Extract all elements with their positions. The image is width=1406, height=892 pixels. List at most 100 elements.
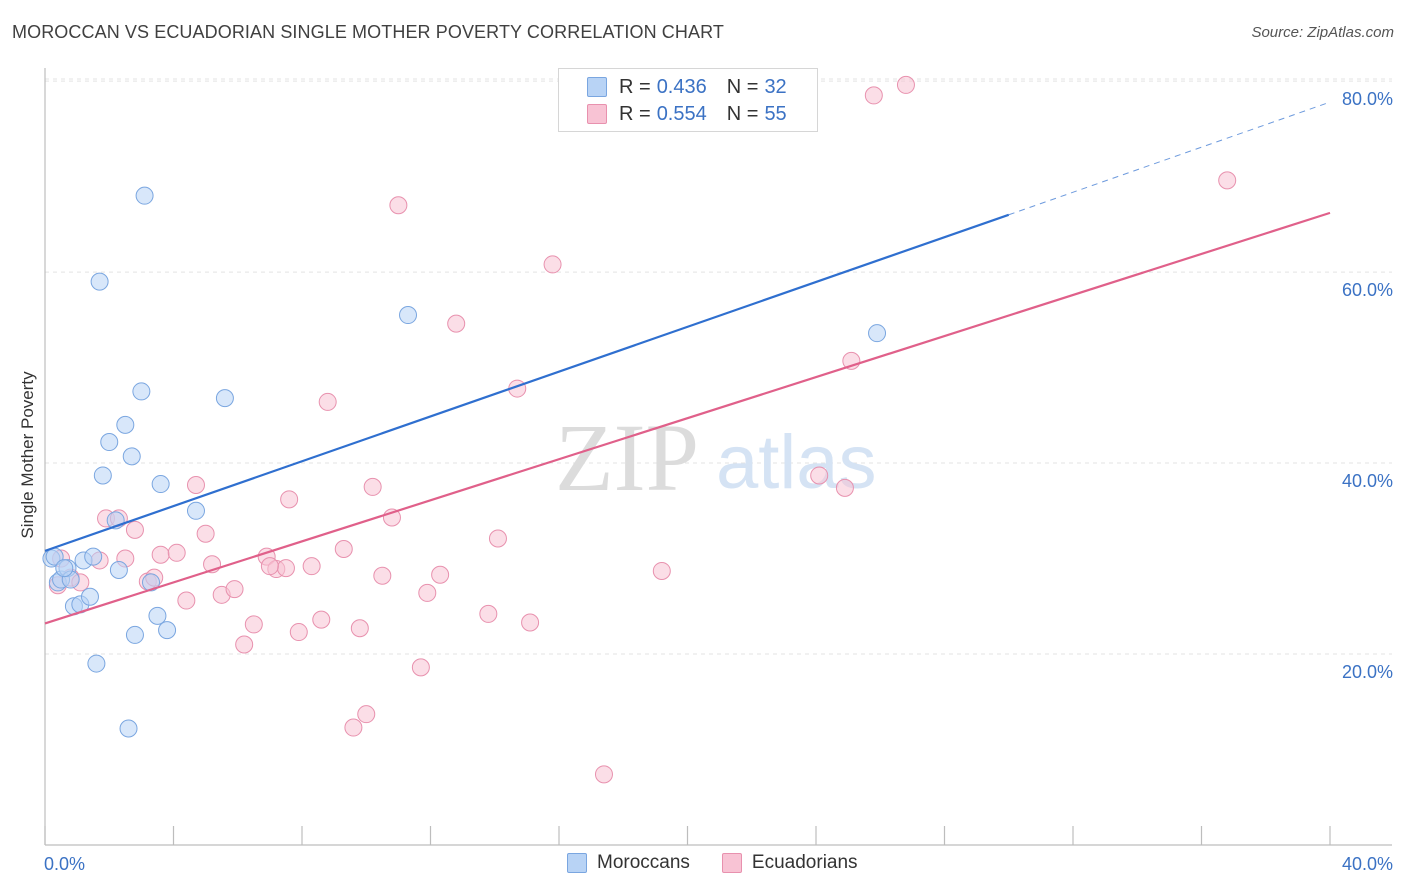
moroccans-point <box>93 466 112 485</box>
series-legend: Moroccans Ecuadorians <box>567 852 890 874</box>
grid-lines <box>45 78 1392 655</box>
ecuadorians-point <box>357 705 376 724</box>
legend-r-label: R = <box>619 102 651 125</box>
ecuadorians-point <box>389 196 408 215</box>
ecuadorians-trend-line <box>44 211 1331 625</box>
legend-item-ecuadorians[interactable]: Ecuadorians <box>721 852 858 874</box>
moroccans-trend-extension <box>1008 101 1331 216</box>
moroccans-points <box>42 186 887 738</box>
legend-item-moroccans[interactable]: Moroccans <box>567 852 690 874</box>
chart-source: Source: ZipAtlas.com <box>1251 24 1394 41</box>
ecuadorians-point <box>276 559 295 578</box>
moroccans-point <box>84 547 103 566</box>
legend-r-value: 0.554 <box>656 102 707 125</box>
ecuadorians-point <box>447 314 466 333</box>
legend-row-moroccans: R = 0.436 N = 32 <box>587 74 787 100</box>
moroccans-point <box>90 272 109 291</box>
moroccans-point <box>109 560 128 579</box>
ecuadorians-point <box>411 658 430 677</box>
y-tick-label: 60.0% <box>1342 280 1393 300</box>
moroccans-point <box>55 559 74 578</box>
ecuadorians-point <box>235 635 254 654</box>
ecuadorians-point <box>196 524 215 543</box>
ecuadorians-point <box>151 545 170 564</box>
moroccans-point <box>135 186 154 205</box>
moroccans-point <box>399 306 418 325</box>
ecuadorians-point <box>521 613 540 632</box>
ecuadorians-point <box>418 583 437 602</box>
legend-r-value: 0.436 <box>656 75 707 98</box>
ecuadorians-point <box>363 477 382 496</box>
moroccans-point <box>142 573 161 592</box>
correlation-legend: R = 0.436 N = 32 R = 0.554 N = 55 <box>558 68 818 132</box>
ecuadorians-point <box>810 466 829 485</box>
moroccans-point <box>868 324 887 343</box>
axes <box>44 68 1392 846</box>
moroccans-point <box>186 501 205 520</box>
legend-row-ecuadorians: R = 0.554 N = 55 <box>587 101 787 127</box>
legend-n-label: N = <box>726 102 759 125</box>
y-tick-label: 20.0% <box>1342 662 1393 682</box>
watermark-zip: ZIP <box>555 404 699 511</box>
ecuadorians-point <box>302 557 321 576</box>
moroccans-point <box>100 433 119 452</box>
moroccans-trend-line <box>44 213 1010 552</box>
ecuadorians-point <box>318 392 337 411</box>
x-tick-label: 40.0% <box>1342 854 1393 874</box>
ecuadorians-point <box>652 561 671 580</box>
legend-n-label: N = <box>726 75 759 98</box>
x-tick-labels: 0.0% 40.0% <box>44 854 1393 874</box>
chart-title: MOROCCAN VS ECUADORIAN SINGLE MOTHER POV… <box>12 22 724 42</box>
ecuadorians-point <box>289 623 308 642</box>
ecuadorians-point <box>177 591 196 610</box>
legend-n-value: 55 <box>764 102 787 125</box>
moroccans-point <box>119 719 138 738</box>
ecuadorians-point <box>1218 171 1237 190</box>
watermark: ZIP atlas <box>555 404 877 511</box>
legend-swatch-ecuadorians <box>587 104 607 124</box>
moroccans-point <box>151 475 170 494</box>
legend-swatch-moroccans <box>567 853 587 873</box>
ecuadorians-point <box>312 610 331 629</box>
legend-label-ecuadorians: Ecuadorians <box>751 852 858 873</box>
ecuadorians-point <box>225 580 244 599</box>
ecuadorians-point <box>896 75 915 94</box>
ecuadorians-point <box>186 476 205 495</box>
moroccans-point <box>215 389 234 408</box>
moroccans-point <box>132 382 151 401</box>
ecuadorians-point <box>350 619 369 638</box>
ecuadorians-point <box>125 520 144 539</box>
ecuadorians-point <box>431 565 450 584</box>
legend-label-moroccans: Moroccans <box>597 852 690 873</box>
ecuadorians-point <box>864 86 883 105</box>
y-axis-label: Single Mother Poverty <box>18 371 37 539</box>
y-tick-label: 40.0% <box>1342 471 1393 491</box>
ecuadorians-point <box>167 543 186 562</box>
moroccans-point <box>148 606 167 625</box>
ecuadorians-point <box>244 615 263 634</box>
legend-n-value: 32 <box>764 75 787 98</box>
moroccans-point <box>116 415 135 434</box>
moroccans-point <box>125 625 144 644</box>
ecuadorians-point <box>280 490 299 509</box>
ecuadorians-point <box>835 478 854 497</box>
ecuadorians-point <box>260 557 279 576</box>
legend-swatch-ecuadorians <box>721 853 742 873</box>
legend-r-label: R = <box>619 75 651 98</box>
moroccans-point <box>80 587 99 606</box>
ecuadorians-point <box>373 566 392 585</box>
ecuadorians-point <box>334 539 353 558</box>
moroccans-point <box>87 654 106 673</box>
ecuadorians-point <box>543 255 562 274</box>
y-tick-labels: 20.0% 40.0% 60.0% 80.0% <box>1342 89 1393 682</box>
x-tick-label: 0.0% <box>44 854 85 874</box>
ecuadorians-point <box>594 765 613 784</box>
ecuadorians-point <box>344 718 363 737</box>
moroccans-point <box>122 447 141 466</box>
ecuadorians-point <box>488 529 507 548</box>
trend-lines <box>44 101 1331 625</box>
ecuadorians-point <box>479 604 498 623</box>
moroccans-point <box>158 621 177 640</box>
y-tick-label: 80.0% <box>1342 89 1393 109</box>
